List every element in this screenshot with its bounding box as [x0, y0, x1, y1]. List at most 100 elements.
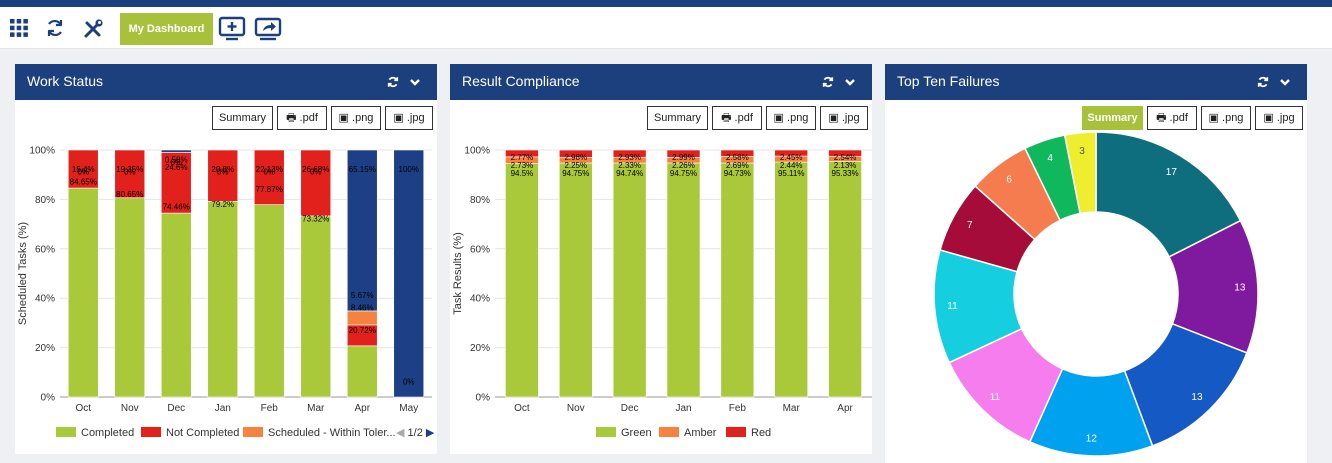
legend-item-not-completed[interactable]: Not Completed — [141, 427, 239, 441]
bar-segment[interactable] — [346, 345, 378, 398]
bar-segment[interactable] — [505, 163, 539, 398]
png-button[interactable]: ▣ .png — [1201, 106, 1251, 130]
apps-grid-icon[interactable] — [9, 18, 31, 40]
summary-button[interactable]: Summary — [212, 106, 273, 130]
legend-item-green[interactable]: Green — [596, 427, 652, 441]
bar-segment[interactable] — [207, 201, 239, 398]
work-status-chart: 0% 20% 40% 60% 80% 100% Scheduled Tasks (%) Oct… — [17, 146, 432, 414]
bar-segment[interactable] — [114, 149, 146, 199]
bar-segment[interactable] — [346, 310, 378, 326]
donut-slice[interactable] — [1063, 131, 1097, 215]
donut-slice[interactable] — [1095, 131, 1242, 258]
y-tick-label: 100% — [29, 146, 55, 157]
x-tick-label: Dec — [167, 403, 185, 414]
slice-label: 7 — [967, 220, 973, 231]
x-tick-label: Feb — [261, 403, 279, 414]
bar-segment[interactable] — [346, 149, 378, 312]
bar-segment[interactable] — [558, 162, 593, 398]
export-buttons: Summary 🖶 .pdf ▣ .png ▣ .jpg — [212, 106, 433, 130]
jpg-button[interactable]: ▣ .jpg — [385, 106, 433, 130]
data-label: 19.35% — [116, 165, 143, 174]
x-tick-label: Mar — [307, 403, 325, 414]
toolbar: My Dashboard — [0, 7, 1332, 49]
png-button[interactable]: ▣ .png — [331, 106, 381, 130]
chevron-down-icon[interactable] — [409, 76, 421, 88]
x-tick-label: Oct — [514, 403, 530, 414]
bar-segment[interactable] — [828, 149, 862, 157]
legend-item-completed[interactable]: Completed — [56, 427, 134, 441]
bar-segment[interactable] — [300, 215, 332, 398]
bar-segment[interactable] — [67, 149, 99, 189]
legend-item-red[interactable]: Red — [726, 427, 771, 441]
x-tick-label: Jan — [215, 403, 231, 414]
bar-segment[interactable] — [828, 161, 862, 398]
panel-actions — [822, 74, 862, 90]
bar-segment[interactable] — [612, 149, 647, 158]
legend-item-amber[interactable]: Amber — [659, 427, 716, 441]
bar-segment[interactable] — [666, 162, 701, 398]
bar-segment[interactable] — [160, 212, 192, 398]
bar-segment[interactable] — [774, 149, 809, 157]
legend-item-scheduled[interactable]: Scheduled - Within Toler... — [243, 427, 396, 441]
refresh-icon[interactable] — [45, 18, 67, 40]
bar-segment[interactable] — [393, 149, 425, 398]
pdf-button[interactable]: 🖶 .pdf — [277, 106, 327, 130]
bar-segment[interactable] — [160, 152, 192, 214]
bar-segment[interactable] — [114, 197, 146, 398]
x-tick-label: Feb — [729, 403, 747, 414]
data-label: 20.8% — [211, 165, 234, 174]
bar-segment[interactable] — [253, 204, 285, 398]
tools-icon[interactable] — [82, 18, 104, 40]
top-ten-failures-panel: Top Ten Failures Summary 🖶 .pdf ▣ .png ▣… — [885, 64, 1307, 463]
data-label: 2.99% — [672, 153, 695, 162]
pager-next-icon[interactable]: ▶ — [425, 427, 435, 439]
bar-segment[interactable] — [253, 149, 285, 205]
slice-label: 11 — [990, 392, 1001, 403]
bar-segment[interactable] — [300, 149, 332, 217]
data-label: 100% — [399, 165, 419, 174]
chevron-down-icon[interactable] — [844, 76, 856, 88]
image-icon: ▣ — [773, 112, 784, 124]
bar-segment[interactable] — [720, 149, 755, 157]
bar-segment[interactable] — [67, 187, 99, 398]
my-dashboard-button[interactable]: My Dashboard — [120, 13, 213, 45]
refresh-icon[interactable] — [387, 76, 399, 88]
pdf-button[interactable]: 🖶 .pdf — [1147, 106, 1197, 130]
summary-button[interactable]: Summary — [1082, 106, 1143, 130]
bar-segment[interactable] — [160, 149, 192, 153]
data-label: 73.32% — [302, 215, 329, 224]
png-button[interactable]: ▣ .png — [766, 106, 816, 130]
bar-segment[interactable] — [558, 149, 593, 158]
add-screen-icon[interactable] — [218, 16, 246, 42]
bar-segment[interactable] — [612, 162, 647, 398]
image-icon: ▣ — [338, 112, 349, 124]
panel-title: Top Ten Failures — [897, 73, 1000, 89]
image-icon: ▣ — [393, 112, 404, 124]
x-tick-label: Nov — [121, 403, 139, 414]
pdf-button[interactable]: 🖶 .pdf — [712, 106, 762, 130]
bar-segment[interactable] — [207, 149, 239, 202]
image-icon: ▣ — [1208, 112, 1219, 124]
bar-segment[interactable] — [720, 162, 755, 398]
chevron-down-icon[interactable] — [1279, 76, 1291, 88]
summary-button[interactable]: Summary — [647, 106, 708, 130]
jpg-label: .jpg — [1276, 112, 1295, 124]
refresh-icon[interactable] — [822, 76, 834, 88]
bar-segment[interactable] — [774, 161, 809, 398]
data-label: 80.65% — [116, 190, 143, 199]
data-label: 2.77% — [511, 153, 534, 162]
data-label: 26.68% — [302, 165, 329, 174]
share-screen-icon[interactable] — [254, 16, 282, 42]
bar-segment[interactable] — [505, 149, 539, 158]
top-stripe — [0, 0, 1332, 7]
slice-label: 11 — [947, 301, 958, 312]
data-label: 0% — [403, 378, 415, 387]
refresh-icon[interactable] — [1257, 76, 1269, 88]
jpg-button[interactable]: ▣ .jpg — [1255, 106, 1303, 130]
data-label: 2.25% — [564, 161, 587, 170]
jpg-button[interactable]: ▣ .jpg — [820, 106, 868, 130]
bar-segment[interactable] — [666, 149, 701, 158]
pager-prev-icon[interactable]: ◀ — [396, 427, 405, 439]
pdf-label: .pdf — [1169, 112, 1188, 124]
result-compliance-panel: Result Compliance Summary 🖶 .pdf ▣ .png … — [450, 64, 872, 454]
